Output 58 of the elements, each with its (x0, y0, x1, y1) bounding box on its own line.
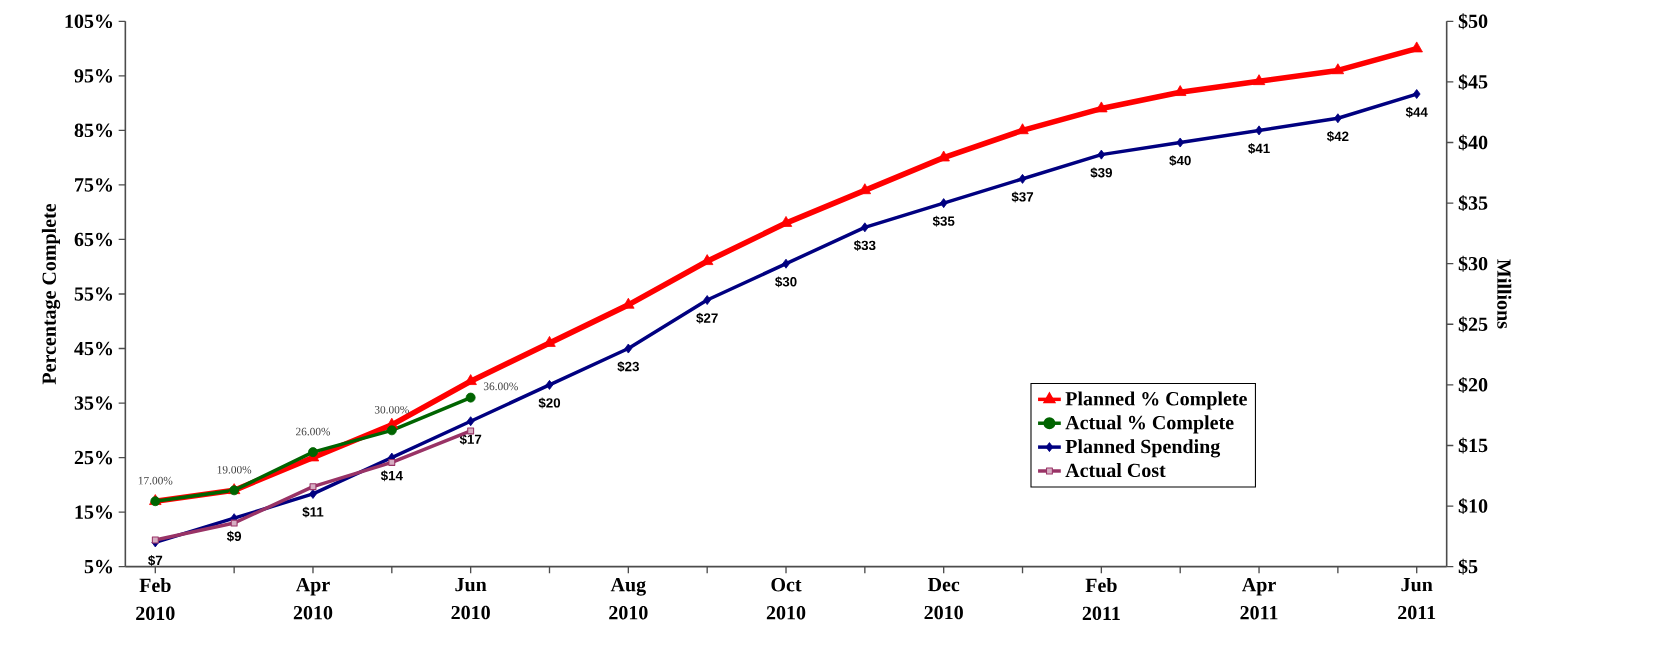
x-tick-label: Aug 2010 (609, 578, 648, 620)
x-tick-label: Apr 2011 (1240, 578, 1278, 620)
y2-tick-label: $25 (1458, 316, 1488, 333)
y2-tick-label: $30 (1458, 255, 1488, 272)
y-tick-label: 35% (74, 396, 113, 410)
data-label: $27 (696, 312, 718, 324)
data-label: $9 (226, 530, 242, 542)
data-label: $14 (380, 470, 403, 482)
data-label: $39 (1090, 167, 1112, 179)
data-label: $11 (302, 506, 324, 518)
y2-tick-label: $45 (1458, 73, 1488, 90)
x-tick-label: Dec 2010 (924, 578, 963, 620)
y2-tick-label: $5 (1458, 558, 1478, 575)
y-tick-label: 55% (74, 287, 113, 301)
data-label: $17 (459, 433, 482, 445)
y-tick-label: 85% (74, 123, 113, 138)
y-tick-label: 25% (74, 450, 113, 465)
y-tick-label: 95% (74, 69, 113, 83)
y-axis-title: Percentage Complete (41, 203, 61, 385)
y-tick-label: 15% (75, 505, 113, 519)
data-label: 19.00% (217, 465, 252, 474)
data-label: $33 (853, 240, 876, 251)
data-label: $20 (538, 397, 561, 409)
data-label: 30.00% (374, 405, 409, 414)
x-tick-label: Apr 2010 (293, 578, 333, 620)
data-label: $40 (1169, 155, 1191, 167)
legend-label: Planned % Complete (1065, 391, 1247, 410)
legend-label: Planned Spending (1065, 439, 1221, 458)
y-tick-label: 105% (65, 14, 113, 29)
legend-label: Actual % Complete (1065, 415, 1234, 434)
x-tick-label: Jun 2010 (451, 578, 490, 620)
data-label: 17.00% (138, 476, 173, 485)
data-label: 26.00% (296, 427, 331, 436)
y-tick-label: 65% (74, 232, 113, 247)
y2-tick-label: $15 (1458, 437, 1488, 454)
data-label: $30 (775, 276, 797, 288)
data-label: $7 (148, 555, 163, 567)
y-tick-label: 45% (74, 341, 113, 356)
legend-label: Actual Cost (1065, 463, 1166, 478)
y-tick-label: 5% (84, 559, 113, 574)
data-label: $35 (932, 215, 955, 227)
y-tick-label: 75% (75, 178, 113, 192)
y2-tick-label: $40 (1458, 134, 1488, 151)
x-tick-label: Feb 2011 (1082, 578, 1120, 621)
x-tick-label: Feb 2010 (136, 578, 175, 621)
data-label: $41 (1248, 143, 1270, 154)
data-label: 36.00% (483, 382, 518, 391)
data-label: $42 (1326, 130, 1349, 142)
x-tick-label: Oct 2010 (766, 578, 806, 620)
data-label: $44 (1405, 106, 1428, 118)
y2-tick-label: $50 (1458, 13, 1488, 30)
y2-tick-label: $10 (1458, 498, 1488, 515)
y2-tick-label: $35 (1458, 195, 1488, 212)
y2-axis-title: Millions (1497, 259, 1512, 329)
data-label: $23 (617, 361, 639, 373)
y2-tick-label: $20 (1458, 376, 1488, 393)
data-label: $37 (1011, 191, 1034, 203)
x-tick-label: Jun 2011 (1398, 578, 1436, 620)
